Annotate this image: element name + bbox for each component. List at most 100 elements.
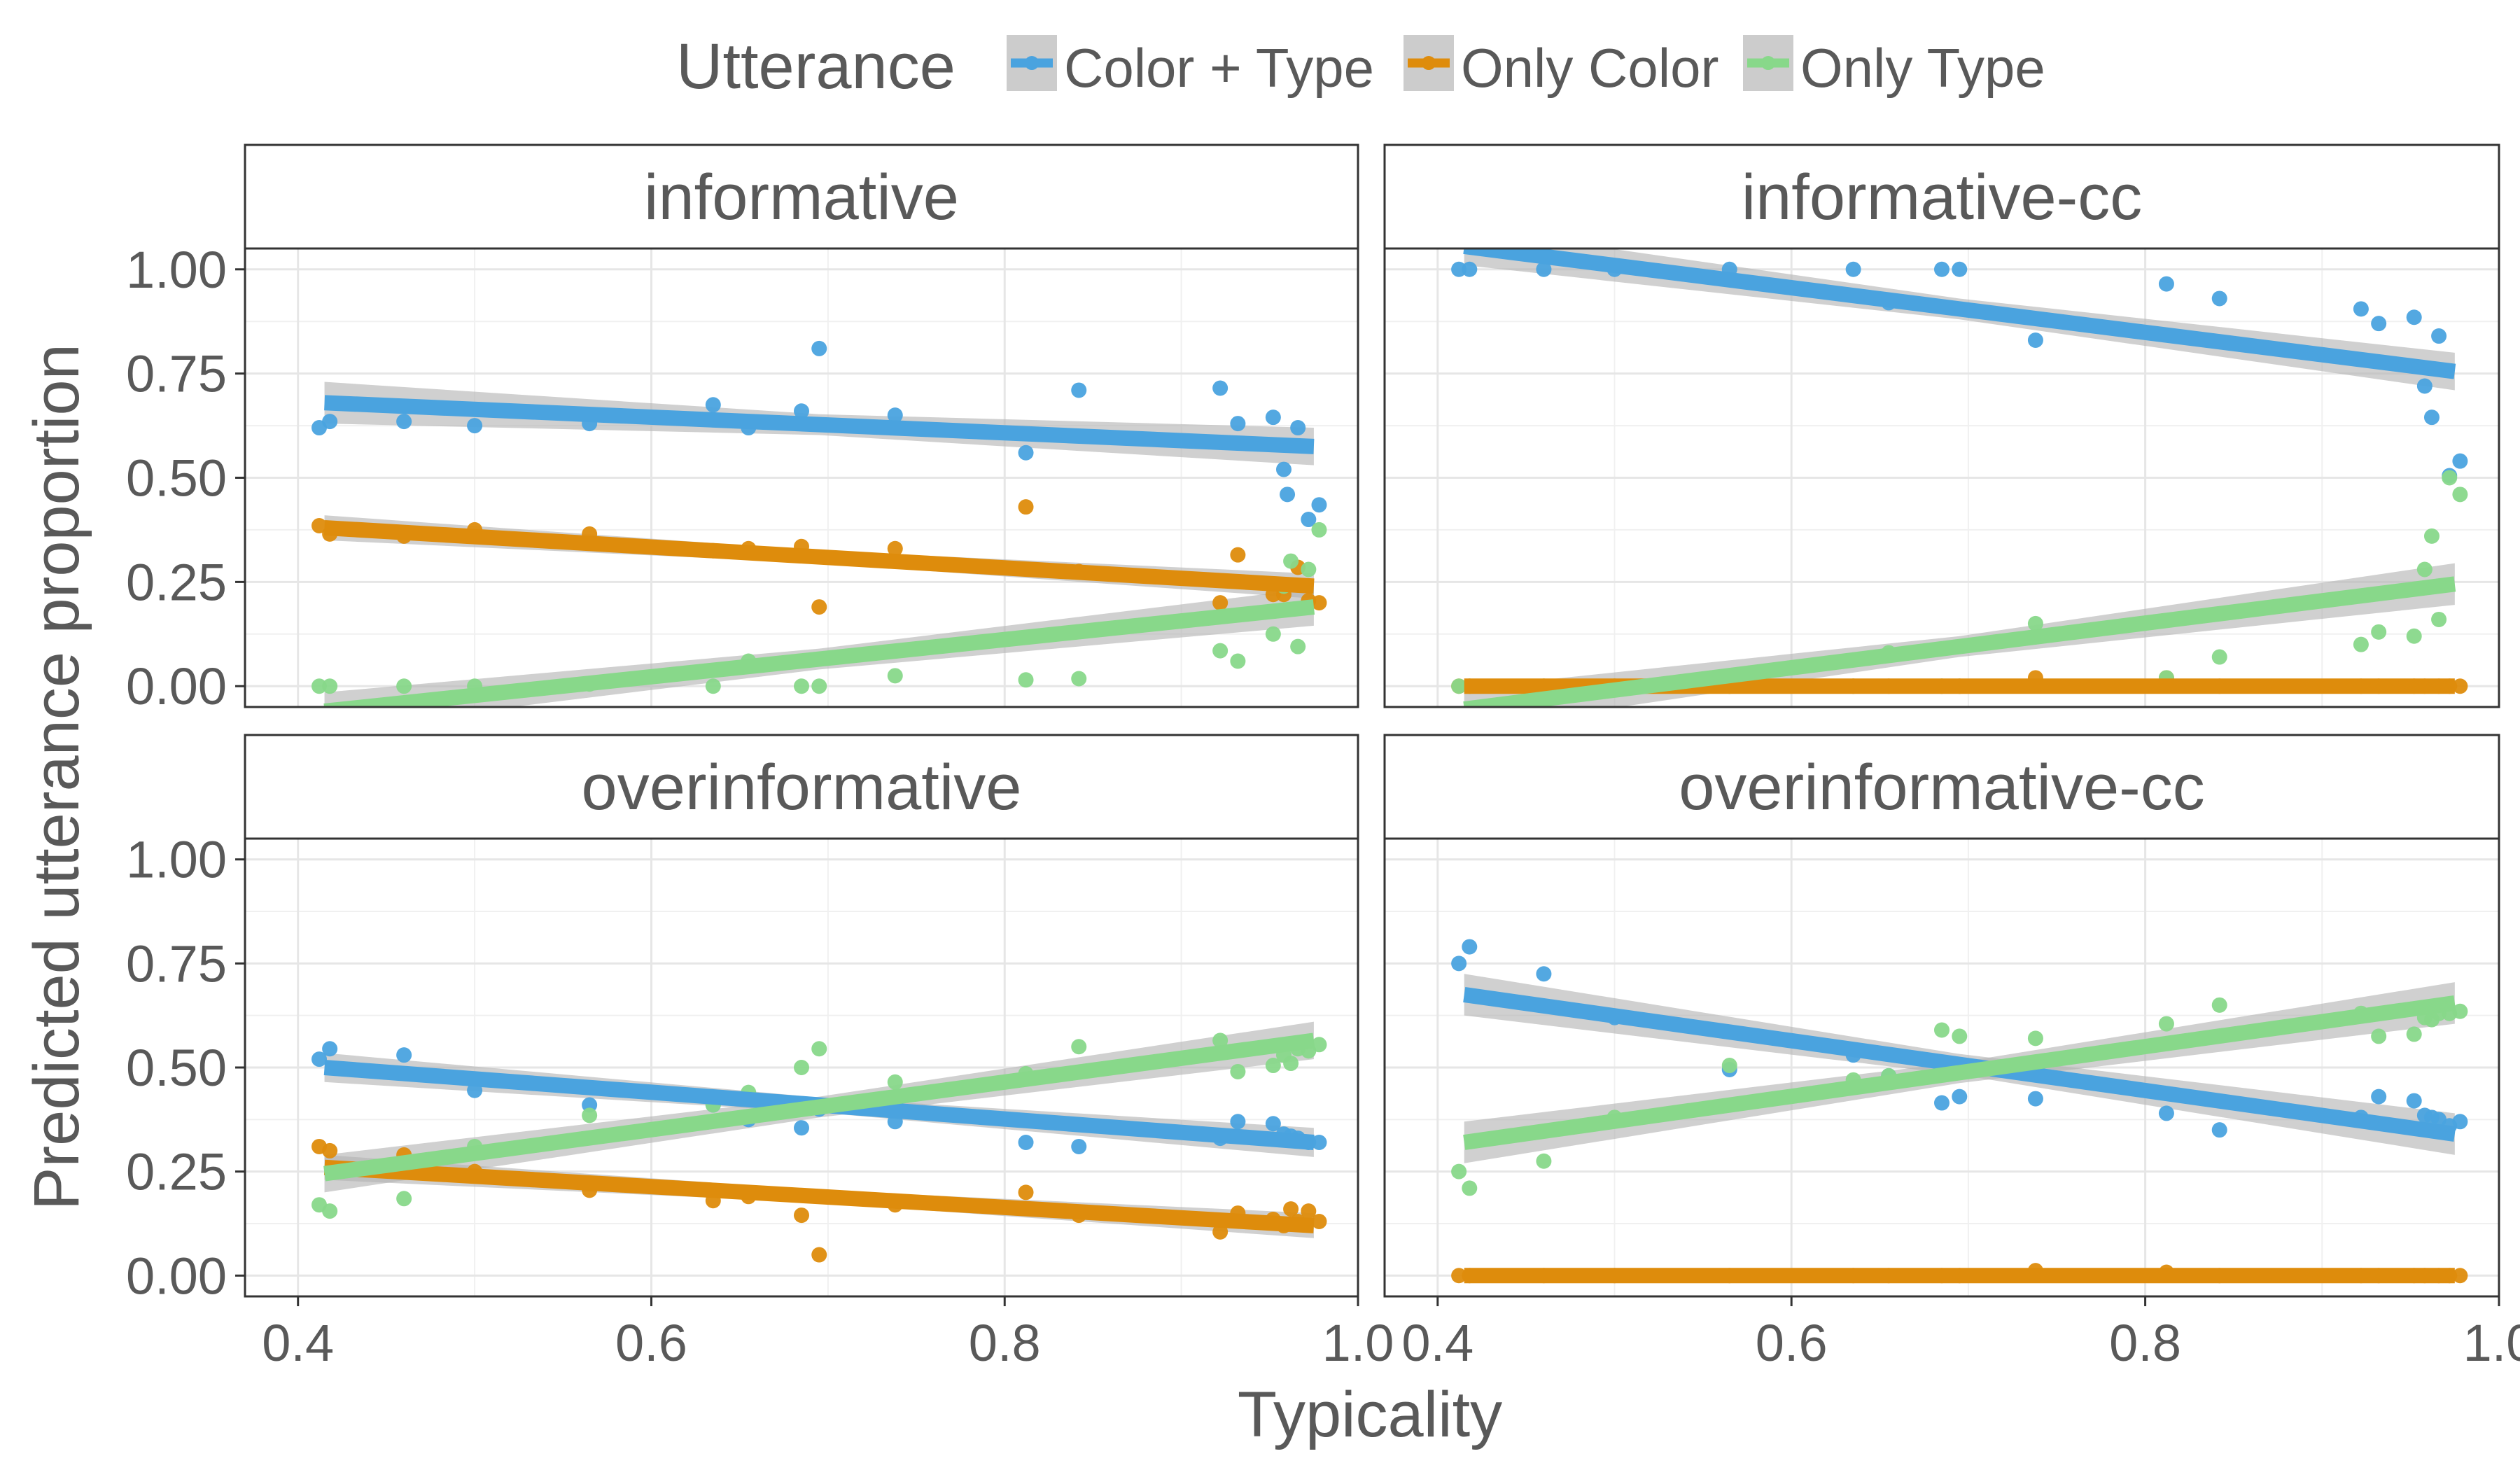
data-point [2406, 1026, 2422, 1042]
data-point [1265, 626, 1281, 642]
data-point [887, 1074, 903, 1090]
data-point [312, 678, 327, 694]
plot-area [1451, 248, 2468, 707]
data-point [322, 1203, 338, 1219]
data-point [1952, 1028, 1968, 1044]
legend-key-point [1025, 56, 1039, 70]
data-point [1280, 486, 1296, 503]
x-tick-label: 1.0 [2463, 1314, 2520, 1372]
data-point [1934, 1022, 1949, 1038]
y-tick-label: 1.00 [126, 241, 227, 299]
data-point [322, 678, 338, 694]
x-axis: 0.4 0.6 0.8 1.0 [262, 1296, 1394, 1372]
fit-line-only-color [323, 1159, 1315, 1233]
fit-line-color-type [1463, 248, 2456, 379]
data-point [2027, 1030, 2043, 1046]
data-point [2452, 1268, 2468, 1284]
data-point [1230, 547, 1246, 563]
panel-border [1383, 837, 2500, 1298]
data-point [1290, 638, 1306, 654]
y-tick-label: 0.50 [126, 449, 227, 507]
y-tick-label: 1.00 [126, 831, 227, 889]
data-point [1301, 561, 1317, 578]
y-tick-label: 0.50 [126, 1039, 227, 1097]
data-point [794, 678, 809, 694]
data-point [1071, 671, 1087, 687]
data-point [1536, 966, 1552, 982]
x-tick-label: 0.4 [1401, 1314, 1474, 1372]
data-point [2442, 470, 2458, 486]
data-point [2353, 301, 2369, 317]
panel-overinformative-cc: overinformative-cc 0.4 0.6 0.8 1.0 [1383, 734, 2520, 1372]
x-tick-label: 0.6 [615, 1314, 687, 1372]
data-point [705, 397, 721, 413]
data-point [1230, 1063, 1246, 1079]
data-point [1301, 1203, 1317, 1219]
data-point [1952, 1088, 1968, 1105]
data-point [1462, 1180, 1478, 1196]
data-point [811, 1247, 827, 1263]
data-point [1018, 672, 1034, 688]
data-point [1536, 1153, 1552, 1169]
plot-area [312, 340, 1327, 707]
data-point [1018, 499, 1034, 515]
data-point [2027, 615, 2043, 631]
data-point [2423, 410, 2440, 426]
data-point [1071, 382, 1087, 398]
legend-label: Only Type [1800, 37, 2045, 99]
data-point [2158, 1016, 2174, 1032]
fit-line-only-type [323, 1032, 1315, 1182]
x-tick-label: 0.6 [1756, 1314, 1828, 1372]
data-point [1230, 1114, 1246, 1130]
legend-item-color-type: Color + Type [1007, 35, 1374, 99]
data-point [887, 668, 903, 684]
data-point [2431, 611, 2447, 627]
data-point [1265, 1058, 1281, 1074]
data-point [1311, 1213, 1327, 1229]
data-point [467, 418, 483, 434]
data-point [2211, 649, 2227, 665]
data-point [322, 414, 338, 430]
data-point [1721, 1058, 1737, 1074]
panel-border [1383, 247, 2500, 708]
legend-key-point [1422, 56, 1436, 70]
facet-title: informative [644, 162, 959, 233]
data-point [1451, 955, 1467, 972]
legend-item-only-type: Only Type [1743, 35, 2045, 99]
data-point [1462, 939, 1478, 955]
panel-informative: informative 0.00 0.25 0.50 0.75 1.00 [126, 144, 1359, 715]
data-point [811, 1041, 827, 1057]
data-point [1276, 461, 1292, 477]
facet-strip [244, 144, 1359, 250]
data-point [2211, 290, 2227, 307]
data-point [2211, 997, 2227, 1013]
data-point [322, 1041, 338, 1057]
data-point [1018, 1135, 1034, 1151]
fit-line-only-type [323, 599, 1315, 707]
data-point [2406, 309, 2422, 326]
x-tick-label: 0.8 [969, 1314, 1041, 1372]
y-axis: 0.00 0.25 0.50 0.75 1.00 [126, 241, 245, 715]
data-point [2158, 1105, 2174, 1121]
data-point [2416, 378, 2432, 394]
data-point [1952, 261, 1968, 277]
data-point [1230, 416, 1246, 432]
y-tick-label: 0.25 [126, 553, 227, 611]
data-point [811, 599, 827, 615]
data-point [2371, 1088, 2387, 1105]
data-point [1311, 522, 1327, 538]
data-point [2452, 1114, 2468, 1130]
data-point [1265, 410, 1281, 426]
plot-area [312, 1021, 1327, 1263]
data-point [1311, 497, 1327, 513]
legend-item-only-color: Only Color [1404, 35, 1718, 99]
data-point [811, 340, 827, 356]
fit-line-only-type [1463, 576, 2456, 707]
data-point [794, 403, 809, 419]
facet-title: overinformative [582, 752, 1022, 823]
data-point [1451, 678, 1467, 694]
data-point [887, 407, 903, 424]
gridlines [245, 248, 1359, 707]
data-point [2423, 528, 2440, 544]
